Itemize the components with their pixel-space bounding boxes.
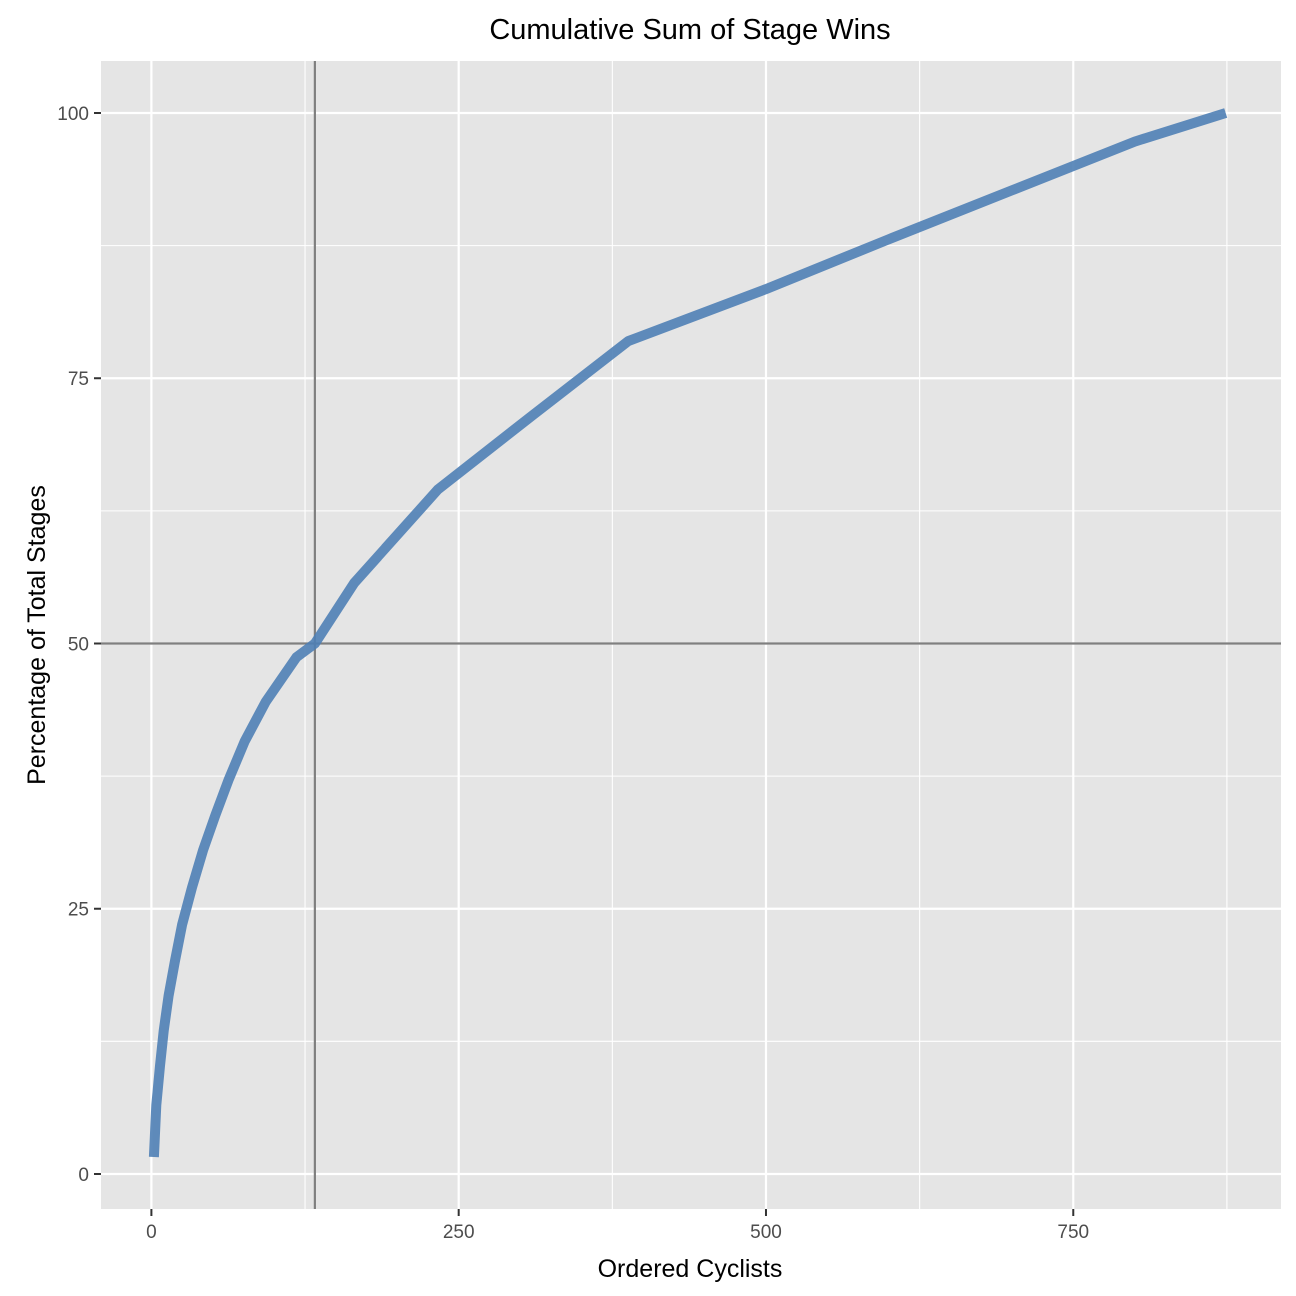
y-tick-label: 100 xyxy=(57,104,89,125)
y-tick-label: 75 xyxy=(68,369,89,390)
y-axis-label: Percentage of Total Stages xyxy=(23,485,51,785)
y-tick-label: 0 xyxy=(78,1165,89,1186)
major-grid xyxy=(101,61,1281,1209)
y-tick-label: 25 xyxy=(68,900,89,921)
minor-grid xyxy=(101,61,1281,1209)
x-tick-label: 500 xyxy=(750,1222,782,1243)
chart-title: Cumulative Sum of Stage Wins xyxy=(489,14,890,46)
series-layer xyxy=(148,108,1228,1158)
x-tick-label: 0 xyxy=(146,1222,157,1243)
x-tick-label: 250 xyxy=(443,1222,475,1243)
x-tick-label: 750 xyxy=(1057,1222,1089,1243)
series-line-1 xyxy=(148,108,1228,1158)
plot-panel xyxy=(101,61,1281,1209)
y-tick-label: 50 xyxy=(68,634,89,655)
x-axis-label: Ordered Cyclists xyxy=(598,1255,783,1283)
axis-ticks: 0 250 500 750 0 25 50 75 100 xyxy=(57,104,1089,1243)
